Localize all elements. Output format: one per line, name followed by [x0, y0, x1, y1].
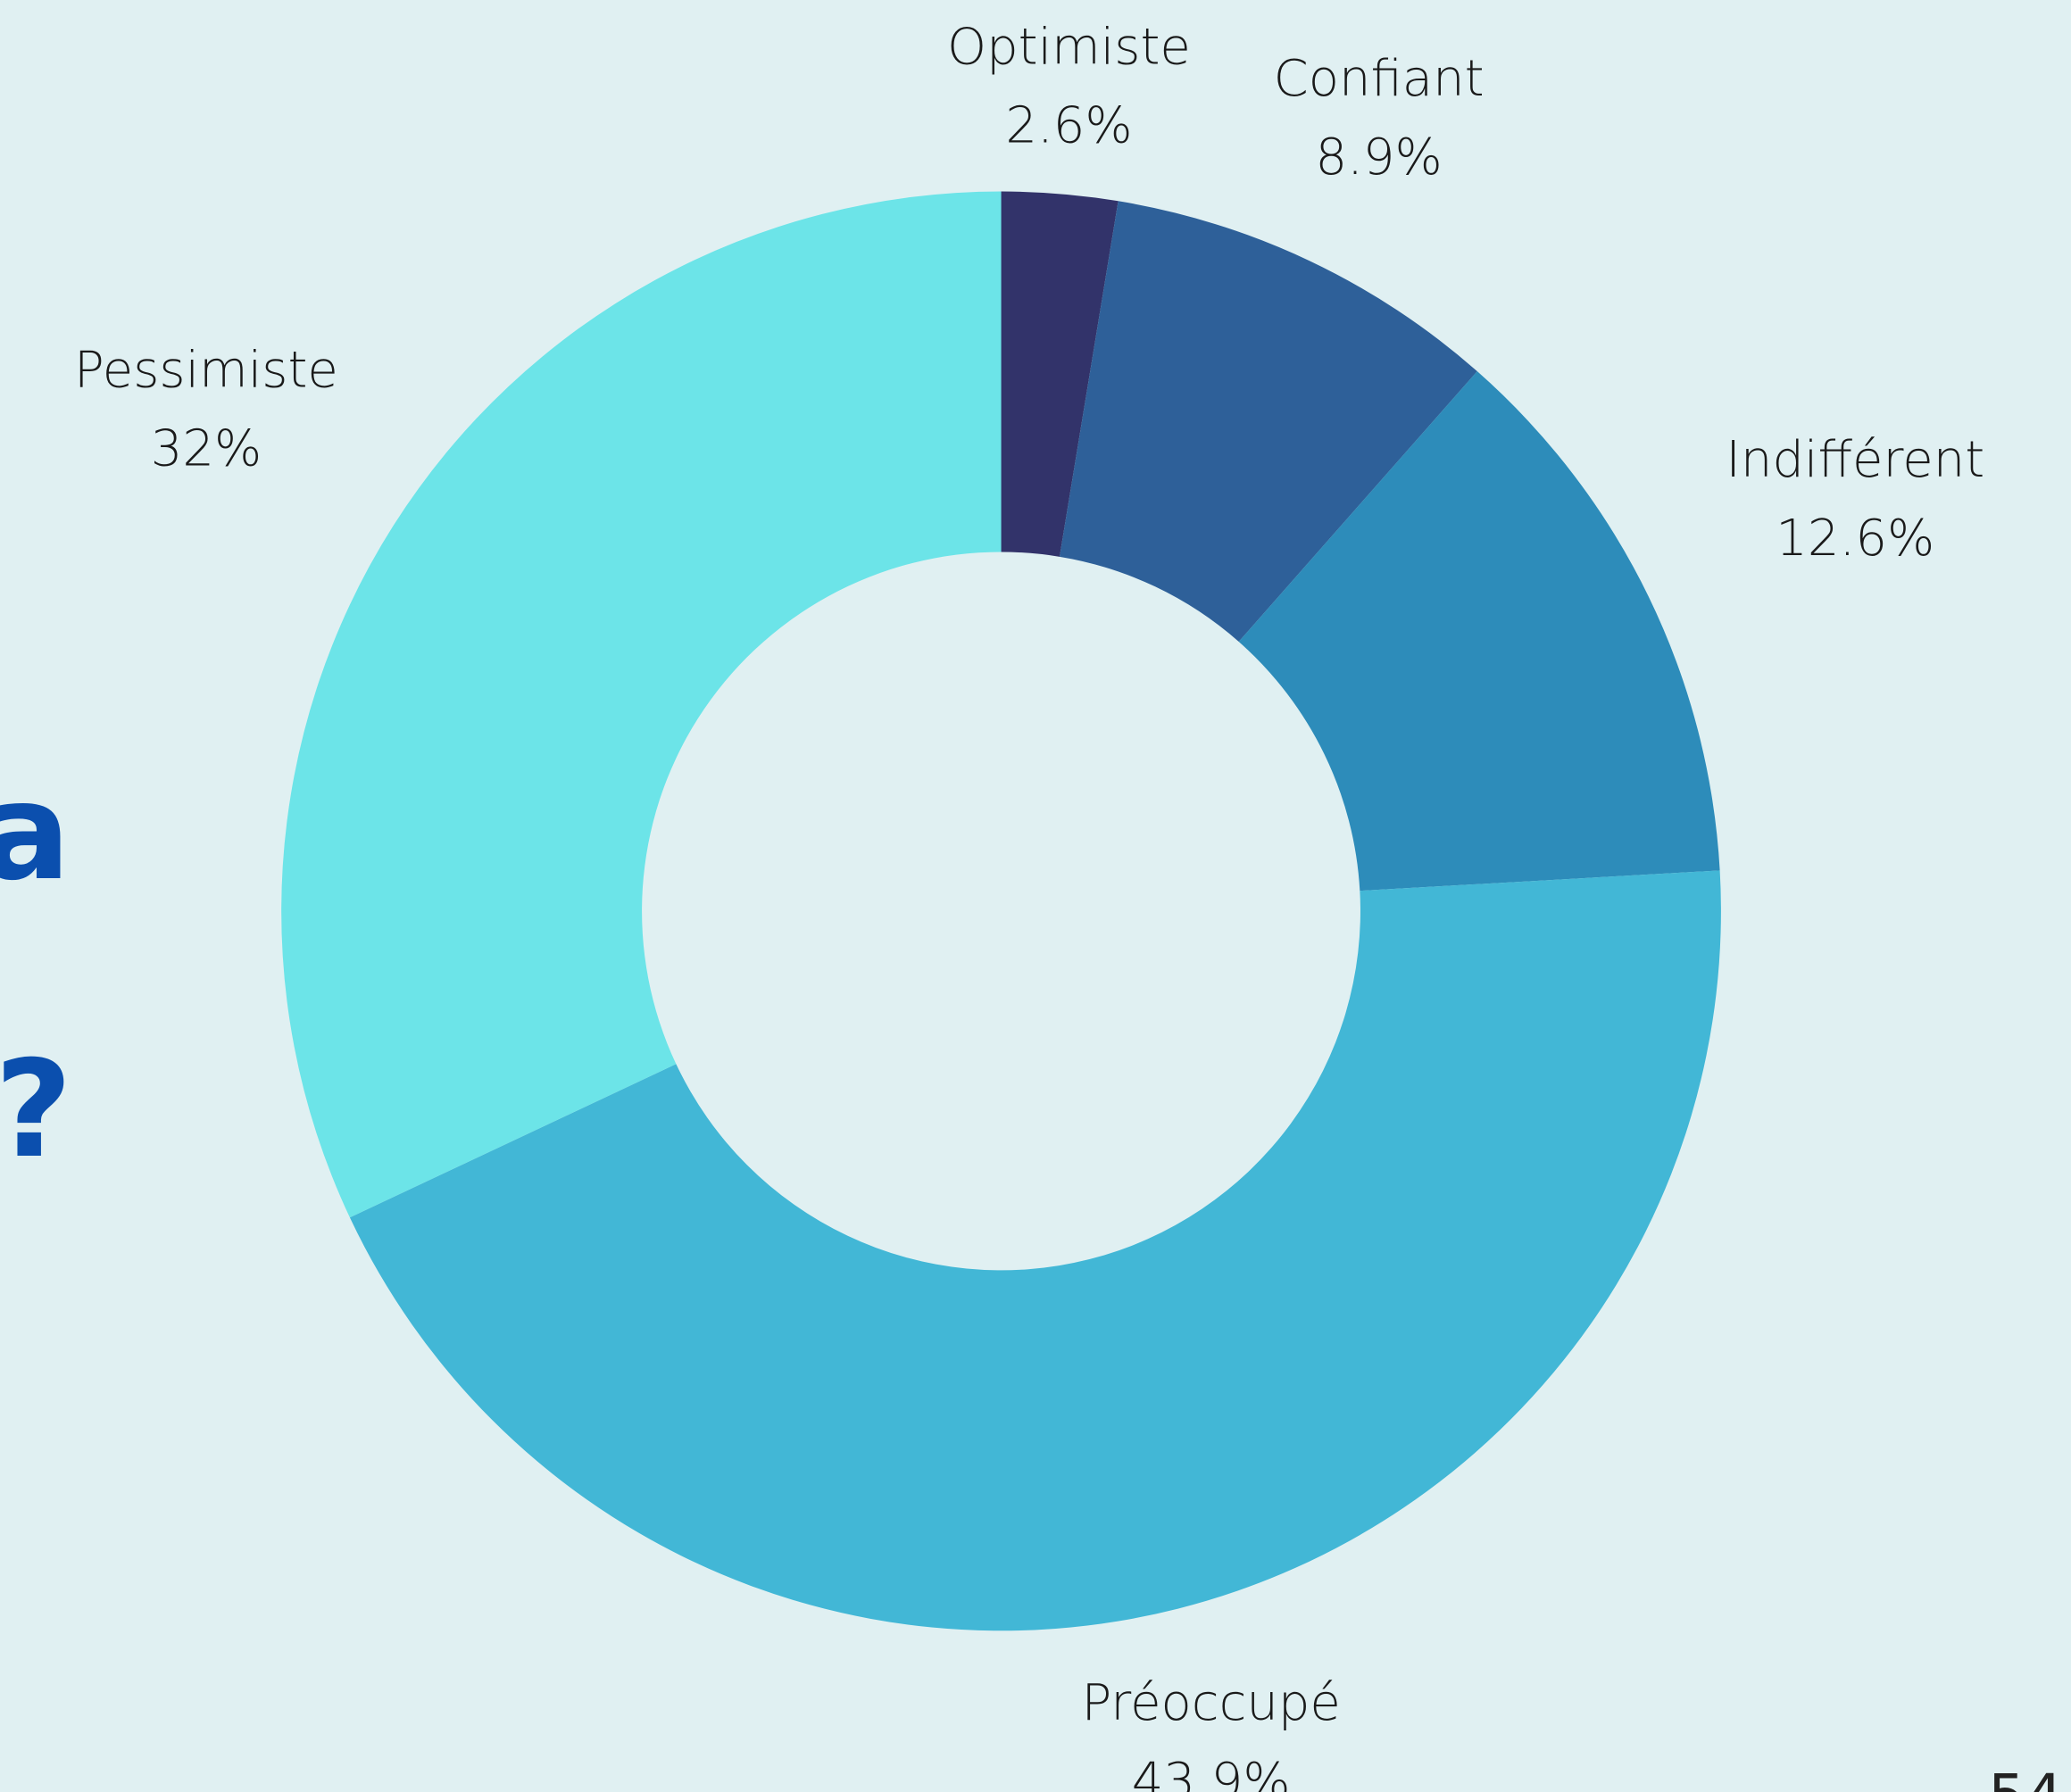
- slice-label: Préoccupé: [1082, 1674, 1341, 1732]
- cropped-heading: a: [0, 755, 71, 910]
- slice-value: 2.6%: [1005, 96, 1132, 154]
- cropped-heading: ?: [0, 1033, 72, 1188]
- slice-label: Optimiste: [947, 18, 1191, 76]
- slice-value: 43.9%: [1132, 1753, 1291, 1792]
- slice-label: Indifférent: [1726, 431, 1984, 489]
- donut-slice: [349, 870, 1721, 1631]
- donut-slice: [281, 191, 1002, 1218]
- slice-value: 12.6%: [1776, 510, 1934, 568]
- donut-slice: [1001, 191, 1119, 557]
- page-number: 54: [1988, 1762, 2063, 1792]
- donut-slice: [1059, 201, 1477, 643]
- donut-slice: [1238, 371, 1720, 892]
- slice-value: 8.9%: [1315, 129, 1442, 187]
- slice-label: Confiant: [1274, 50, 1485, 108]
- slice-value: 32%: [151, 420, 262, 478]
- slice-label: Pessimiste: [74, 342, 338, 400]
